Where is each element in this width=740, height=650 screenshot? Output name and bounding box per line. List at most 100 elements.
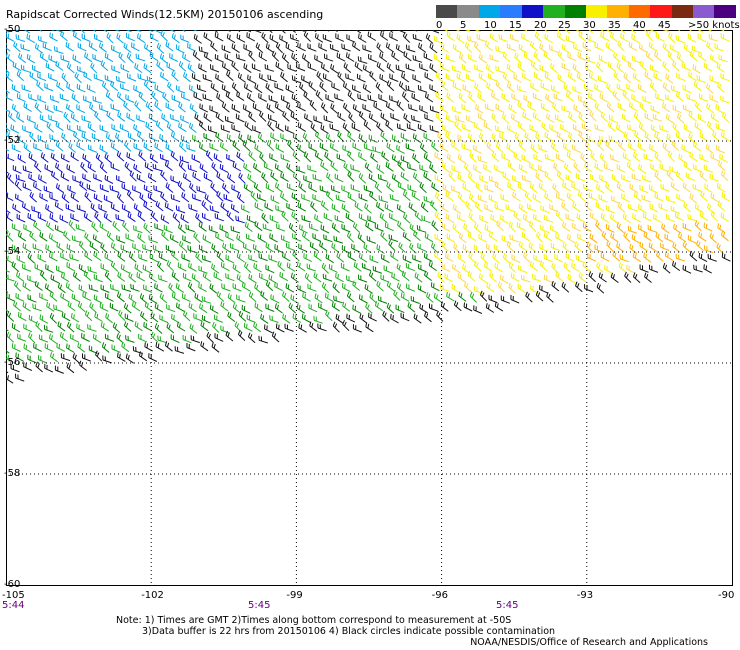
wind-barb [530, 60, 539, 72]
wind-barb [6, 172, 15, 184]
wind-barb [203, 32, 212, 42]
wind-barb [453, 242, 461, 254]
wind-barb [154, 101, 163, 112]
wind-barb [277, 260, 285, 272]
wind-barb [468, 252, 476, 263]
wind-barb [16, 134, 26, 144]
wind-barb [457, 272, 466, 283]
wind-barb [194, 292, 203, 303]
wind-barb [104, 292, 114, 302]
wind-barb [687, 33, 697, 43]
wind-barb [81, 332, 90, 342]
wind-barb [348, 112, 356, 124]
wind-barb [641, 194, 651, 203]
wind-barb [397, 160, 405, 171]
wind-barb [189, 103, 198, 114]
wind-barb [198, 265, 208, 274]
wind-barb [236, 33, 246, 43]
wind-barb [242, 140, 251, 152]
wind-barb [147, 192, 157, 203]
wind-barb [296, 143, 306, 154]
longitude-label: -90 [718, 590, 735, 601]
wind-barb [446, 73, 456, 83]
wind-barb [264, 202, 274, 212]
wind-barb [247, 173, 256, 184]
wind-barb [20, 64, 31, 73]
wind-barb [6, 211, 14, 222]
wind-barb [571, 262, 580, 272]
wind-barb [642, 212, 652, 222]
wind-barb [476, 34, 487, 42]
wind-barb [55, 121, 64, 132]
wind-barb [33, 143, 43, 152]
wind-barb [369, 70, 377, 82]
wind-barb [390, 112, 400, 122]
wind-barb [468, 193, 477, 204]
wind-barb [178, 223, 186, 234]
wind-barb [302, 292, 311, 302]
wind-barb [104, 252, 113, 263]
wind-barb [428, 260, 437, 272]
wind-barb [484, 224, 494, 234]
wind-barb [721, 252, 731, 262]
wind-barb [384, 222, 394, 232]
wind-barb [565, 213, 575, 222]
wind-barb [199, 303, 208, 314]
wind-barb [683, 123, 693, 134]
wind-barb [467, 270, 476, 282]
wind-barb [252, 125, 262, 134]
wind-barb [603, 163, 614, 172]
wind-barb [495, 45, 505, 54]
wind-barb [707, 253, 717, 262]
wind-barb [267, 74, 277, 83]
wind-barb [378, 295, 388, 304]
wind-barb [575, 173, 585, 182]
wind-barb [6, 310, 15, 322]
wind-barb [27, 354, 37, 364]
wind-barb [314, 214, 323, 224]
wind-barb [188, 84, 198, 94]
wind-barb [672, 242, 681, 253]
wind-barb [502, 72, 511, 83]
wind-barb [720, 95, 730, 104]
wind-barb [140, 311, 148, 322]
wind-barb [243, 322, 253, 332]
wind-barb [253, 321, 262, 333]
wind-barb [254, 220, 263, 232]
time-label: 5:44 [2, 600, 25, 611]
wind-barb [285, 84, 295, 94]
wind-barb [540, 82, 550, 92]
wind-barb [598, 272, 607, 283]
wind-barb [648, 242, 658, 252]
wind-barb [463, 223, 471, 234]
wind-barb [681, 62, 691, 71]
wind-barb [122, 220, 130, 232]
wind-barb [379, 73, 388, 84]
wind-barb [458, 232, 467, 244]
wind-barb [34, 43, 43, 54]
wind-barb [179, 141, 187, 153]
wind-barb [10, 124, 20, 134]
wind-barb [696, 75, 706, 84]
wind-barb [333, 295, 343, 304]
wind-barb [181, 293, 191, 303]
wind-barb [645, 30, 654, 42]
wind-barb [150, 312, 159, 323]
wind-barb [6, 30, 10, 33]
wind-barb [529, 261, 538, 272]
wind-barb [380, 131, 389, 142]
wind-barb [362, 64, 372, 74]
longitude-label: -93 [576, 590, 594, 601]
wind-barb [216, 190, 224, 202]
wind-barb [544, 72, 553, 83]
wind-barb [412, 153, 420, 164]
wind-barb [586, 241, 594, 253]
wind-barb [575, 254, 585, 264]
wind-barb [331, 82, 341, 92]
wind-barb [632, 252, 642, 263]
wind-barb [612, 250, 621, 262]
legend-swatch [478, 5, 501, 18]
wind-barb [164, 160, 173, 171]
wind-barb [634, 130, 642, 142]
wind-barb [720, 170, 729, 182]
